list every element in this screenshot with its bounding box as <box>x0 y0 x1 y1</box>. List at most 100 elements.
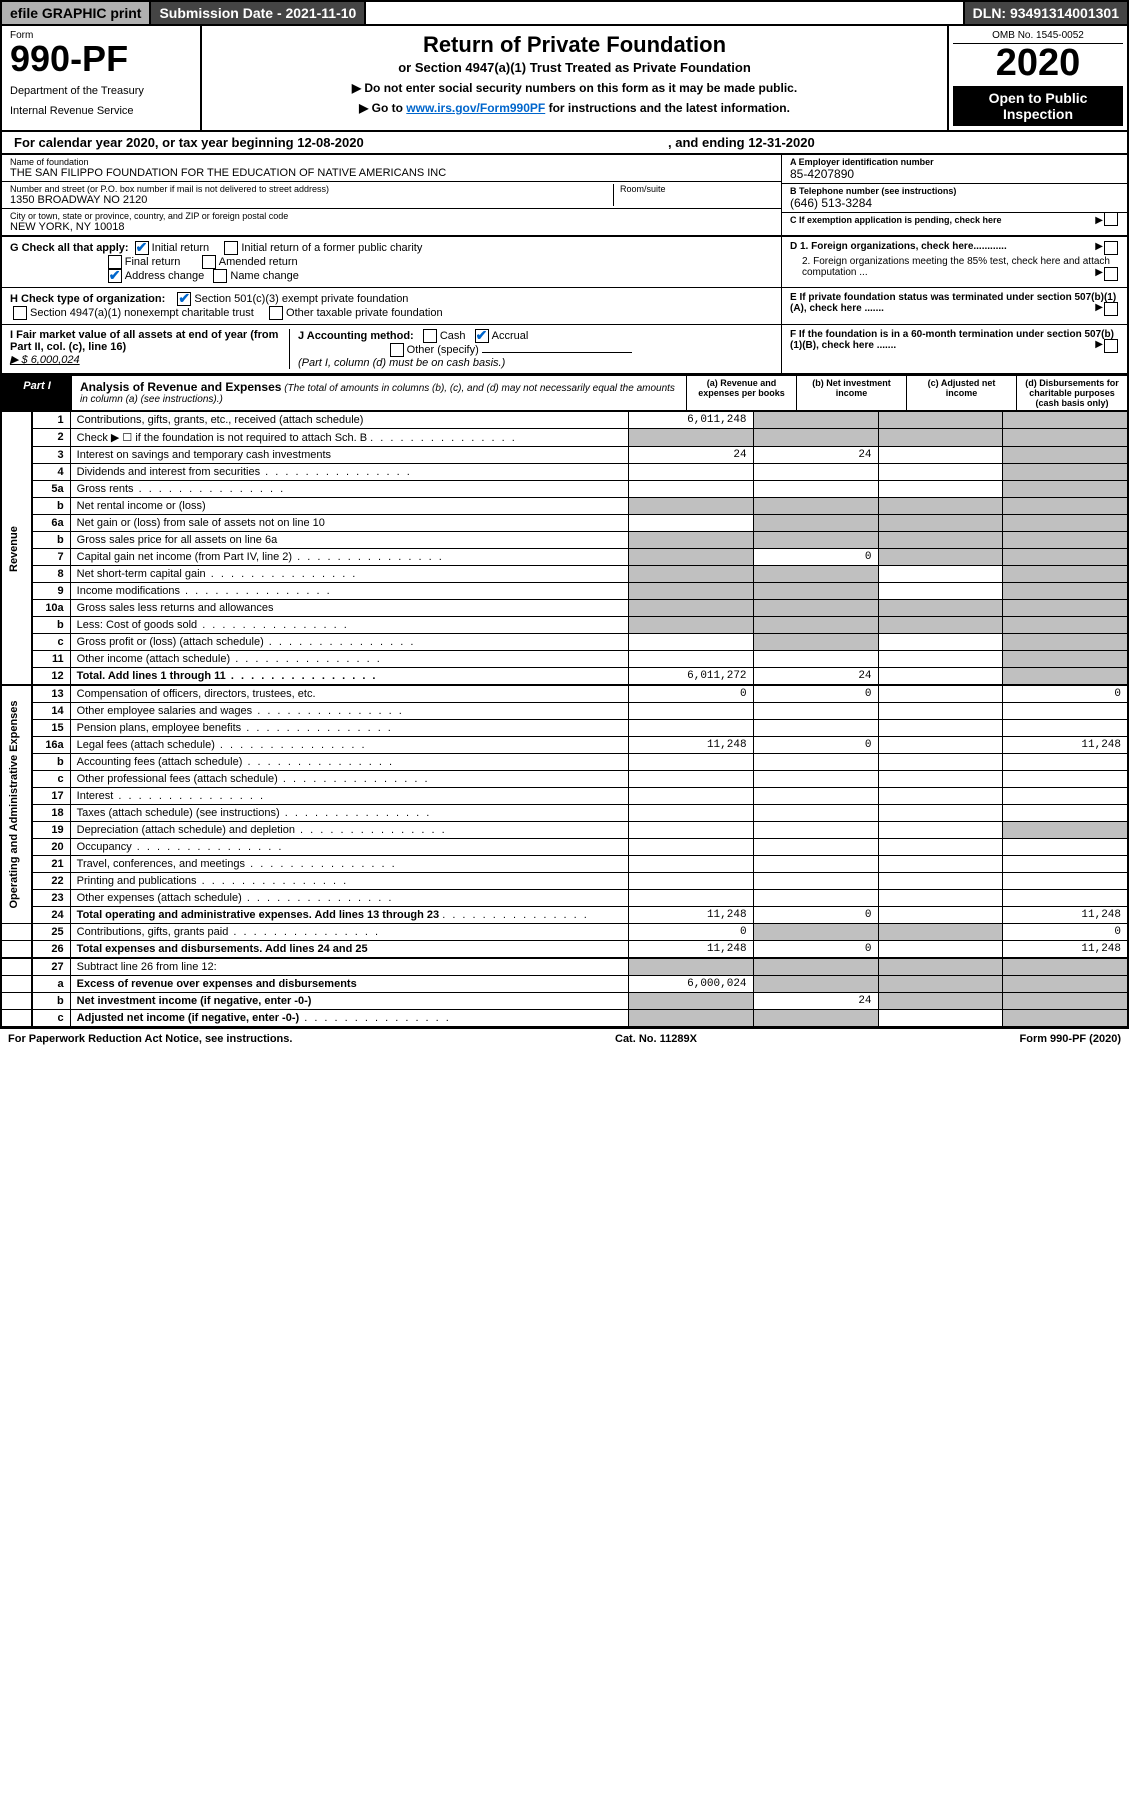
note2-post: for instructions and the latest informat… <box>545 101 790 115</box>
line-num: 6a <box>32 515 70 532</box>
part1-table: Revenue 1Contributions, gifts, grants, e… <box>0 412 1129 1028</box>
section-e: E If private foundation status was termi… <box>782 288 1127 324</box>
e-checkbox[interactable] <box>1104 302 1118 316</box>
line-desc: Depreciation (attach schedule) and deple… <box>70 822 628 839</box>
header: Form 990-PF Department of the Treasury I… <box>0 26 1129 132</box>
line-desc: Occupancy <box>70 839 628 856</box>
h-other-checkbox[interactable] <box>269 306 283 320</box>
amended-checkbox[interactable] <box>202 255 216 269</box>
line-desc: Excess of revenue over expenses and disb… <box>70 976 628 993</box>
dept: Department of the Treasury <box>10 85 192 97</box>
part1-header: Part I Analysis of Revenue and Expenses … <box>0 375 1129 412</box>
line-desc: Printing and publications <box>70 873 628 890</box>
line-num: 21 <box>32 856 70 873</box>
val-12b: 24 <box>753 668 878 686</box>
j-accrual: Accrual <box>492 330 529 342</box>
line-desc: Total operating and administrative expen… <box>70 907 628 924</box>
col-a-header: (a) Revenue and expenses per books <box>687 376 797 410</box>
val-25a: 0 <box>628 924 753 941</box>
h-501c3-checkbox[interactable] <box>177 292 191 306</box>
line-desc: Accounting fees (attach schedule) <box>70 754 628 771</box>
spacer <box>366 2 964 24</box>
line-num: 4 <box>32 464 70 481</box>
line-desc: Legal fees (attach schedule) <box>70 737 628 754</box>
line-num: 17 <box>32 788 70 805</box>
h-label: H Check type of organization: <box>10 293 165 305</box>
form-number: 990-PF <box>10 41 192 77</box>
line-desc: Dividends and interest from securities <box>70 464 628 481</box>
section-d: D 1. Foreign organizations, check here..… <box>782 237 1127 287</box>
j-other-checkbox[interactable] <box>390 343 404 357</box>
open-public: Open to Public Inspection <box>953 86 1123 126</box>
line-num: b <box>32 617 70 634</box>
d1-checkbox[interactable] <box>1104 241 1118 255</box>
initial-return-checkbox[interactable] <box>135 241 149 255</box>
line-desc: Other income (attach schedule) <box>70 651 628 668</box>
section-g: G Check all that apply: Initial return I… <box>2 237 782 287</box>
val-13d: 0 <box>1003 685 1128 703</box>
line-desc: Gross sales price for all assets on line… <box>70 532 628 549</box>
line-desc: Interest on savings and temporary cash i… <box>70 447 628 464</box>
j-accrual-checkbox[interactable] <box>475 329 489 343</box>
g-initial-former: Initial return of a former public charit… <box>241 242 422 254</box>
line-num: c <box>32 1010 70 1028</box>
line-desc: Net investment income (if negative, ente… <box>70 993 628 1010</box>
g-final: Final return <box>125 256 181 268</box>
line-desc: Subtract line 26 from line 12: <box>70 958 628 976</box>
val-12a: 6,011,272 <box>628 668 753 686</box>
d2-checkbox[interactable] <box>1104 267 1118 281</box>
dln: DLN: 93491314001301 <box>965 2 1127 24</box>
line-desc: Other expenses (attach schedule) <box>70 890 628 907</box>
expenses-sidelabel: Operating and Administrative Expenses <box>1 685 32 924</box>
j-note: (Part I, column (d) must be on cash basi… <box>298 357 505 369</box>
h-other: Other taxable private foundation <box>286 307 443 319</box>
line-num: 2 <box>32 429 70 447</box>
f-label: F If the foundation is in a 60-month ter… <box>790 329 1119 351</box>
irs: Internal Revenue Service <box>10 105 192 117</box>
line-desc: Contributions, gifts, grants paid <box>70 924 628 941</box>
line-desc: Travel, conferences, and meetings <box>70 856 628 873</box>
address: 1350 BROADWAY NO 2120 <box>10 194 613 206</box>
e-label: E If private foundation status was termi… <box>790 292 1119 314</box>
h-4947-checkbox[interactable] <box>13 306 27 320</box>
efile-label[interactable]: efile GRAPHIC print <box>2 2 151 24</box>
j-cash-checkbox[interactable] <box>423 329 437 343</box>
line-num: c <box>32 634 70 651</box>
line-desc: Check ▶ ☐ if the foundation is not requi… <box>70 429 628 447</box>
address-change-checkbox[interactable] <box>108 269 122 283</box>
line-num: 20 <box>32 839 70 856</box>
subtitle: or Section 4947(a)(1) Trust Treated as P… <box>222 60 927 75</box>
line-desc: Other professional fees (attach schedule… <box>70 771 628 788</box>
line-desc: Net rental income or (loss) <box>70 498 628 515</box>
pending-checkbox[interactable] <box>1104 212 1118 226</box>
line-desc: Pension plans, employee benefits <box>70 720 628 737</box>
top-bar: efile GRAPHIC print Submission Date - 20… <box>0 0 1129 26</box>
i-value: ▶ $ 6,000,024 <box>10 354 80 366</box>
line-num: 16a <box>32 737 70 754</box>
footer: For Paperwork Reduction Act Notice, see … <box>0 1028 1129 1049</box>
val-13b: 0 <box>753 685 878 703</box>
initial-former-checkbox[interactable] <box>224 241 238 255</box>
line-num: 5a <box>32 481 70 498</box>
line-num: a <box>32 976 70 993</box>
line-num: 19 <box>32 822 70 839</box>
line-desc: Capital gain net income (from Part IV, l… <box>70 549 628 566</box>
line-num: 3 <box>32 447 70 464</box>
line-desc: Net gain or (loss) from sale of assets n… <box>70 515 628 532</box>
form-link[interactable]: www.irs.gov/Form990PF <box>406 101 545 115</box>
i-label: I Fair market value of all assets at end… <box>10 329 278 353</box>
j-cash: Cash <box>440 330 466 342</box>
col-c-header: (c) Adjusted net income <box>907 376 1017 410</box>
ein-label: A Employer identification number <box>790 157 1119 167</box>
val-26b: 0 <box>753 941 878 959</box>
name-change-checkbox[interactable] <box>213 269 227 283</box>
val-27bb: 24 <box>753 993 878 1010</box>
g-addr-change: Address change <box>125 270 205 282</box>
line-desc: Income modifications <box>70 583 628 600</box>
f-checkbox[interactable] <box>1104 339 1118 353</box>
footer-right: Form 990-PF (2020) <box>1020 1033 1121 1045</box>
note2: ▶ Go to www.irs.gov/Form990PF for instru… <box>222 101 927 115</box>
j-label: J Accounting method: <box>298 330 414 342</box>
line-num: 9 <box>32 583 70 600</box>
note2-pre: ▶ Go to <box>359 101 406 115</box>
